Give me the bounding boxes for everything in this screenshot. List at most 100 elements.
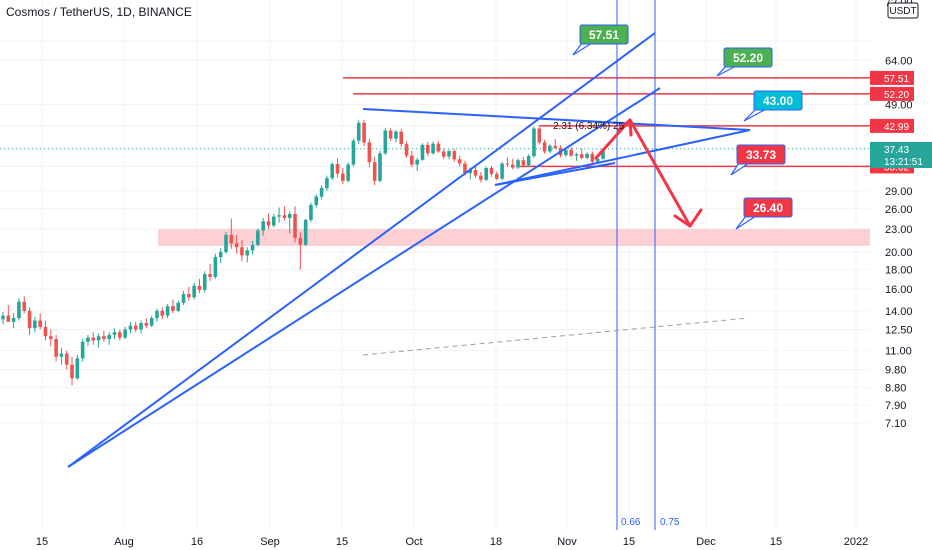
- candle-body: [6, 315, 11, 322]
- price-mark-label: 57.51: [884, 74, 909, 85]
- callout-label: 43.00: [763, 94, 793, 108]
- candle-body: [224, 234, 228, 253]
- candle-body: [256, 230, 260, 245]
- x-tick-label: 15: [36, 536, 48, 548]
- candle-body: [271, 216, 276, 226]
- candle-body: [441, 151, 446, 157]
- up-arrow-head: [617, 118, 633, 137]
- candle-body: [532, 128, 536, 157]
- candle-body: [595, 158, 600, 162]
- x-tick-label: Nov: [557, 536, 577, 548]
- candle-body: [479, 175, 483, 180]
- y-tick-label: 49.00: [885, 99, 913, 111]
- candle-body: [388, 130, 393, 139]
- x-tick-labels: 15 Aug 16 Sep 15 Oct 18 Nov 15 Dec 15 2022: [36, 536, 868, 548]
- candle-body: [229, 234, 234, 244]
- price-mark-label: 42.99: [884, 122, 909, 133]
- candle-body: [17, 301, 21, 319]
- candle-body: [452, 151, 457, 160]
- candle-body: [415, 159, 419, 165]
- candle-body: [330, 164, 335, 179]
- candle-body: [579, 154, 584, 158]
- callout-label: 57.51: [589, 28, 619, 42]
- candle-body: [197, 285, 202, 290]
- candle-body: [367, 142, 372, 163]
- candle-body: [495, 174, 499, 179]
- candle-body: [537, 128, 542, 143]
- candle-body: [548, 145, 552, 152]
- candle-body: [96, 336, 101, 341]
- candle-body: [261, 221, 265, 231]
- candle-body: [303, 219, 308, 245]
- x-tick-label: 16: [191, 536, 203, 548]
- candle-body: [298, 237, 303, 245]
- candle-body: [457, 159, 462, 164]
- candle-body: [266, 221, 271, 226]
- measure-label: 2.31 (6.34%) 25: [553, 121, 625, 132]
- candle-body: [510, 164, 515, 168]
- candle-body: [287, 213, 292, 218]
- trendlines: [67, 32, 751, 468]
- candle-body: [526, 156, 531, 166]
- price-mark-badge: [870, 118, 914, 133]
- price-mark-badge: [870, 70, 914, 85]
- candle-body: [420, 144, 425, 160]
- candle-body: [351, 140, 356, 165]
- candle-body: [473, 169, 478, 176]
- support-zone: [158, 229, 874, 246]
- candle-body: [107, 334, 111, 340]
- candle-body: [118, 332, 122, 338]
- callout-box: [579, 24, 629, 45]
- rising-channel-upper: [67, 32, 656, 468]
- y-tick-label: 29.00: [885, 186, 913, 198]
- x-tick-label: 15: [623, 536, 635, 548]
- candle-body: [22, 301, 27, 311]
- candles: [1, 119, 605, 386]
- candle-body: [489, 168, 494, 175]
- callout-label: 26.40: [753, 201, 783, 215]
- candle-body: [102, 336, 106, 340]
- callout-pointer: [735, 215, 759, 230]
- y-tick-label: 26.00: [885, 204, 913, 216]
- x-tick-label: Sep: [260, 536, 280, 548]
- currency-badge[interactable]: [887, 2, 919, 19]
- candle-body: [309, 205, 313, 220]
- candle-body: [399, 131, 404, 145]
- candle-body: [59, 353, 64, 357]
- y-tick-label: 8.80: [885, 382, 906, 394]
- candle-body: [171, 306, 175, 311]
- candle-body: [192, 285, 196, 298]
- y-tick-label: 7.10: [885, 418, 906, 430]
- x-tick-label: 18: [490, 536, 502, 548]
- y-tick-labels: 72.0064.0049.0029.0026.0023.0020.0018.00…: [885, 0, 913, 430]
- candle-body: [155, 310, 159, 319]
- candle-body: [86, 337, 90, 342]
- y-tick-label: 7.90: [885, 400, 906, 412]
- candle-body: [75, 358, 80, 379]
- callouts: 57.51 52.20 43.00 33.73 26.40: [572, 24, 803, 230]
- candle-body: [149, 318, 154, 326]
- candle-body: [431, 143, 435, 154]
- candle-body: [404, 144, 409, 156]
- candle-body: [43, 326, 48, 337]
- candle-body: [123, 329, 127, 338]
- candle-body: [463, 163, 467, 174]
- candle-body: [48, 336, 53, 340]
- fib-label-bg: [618, 516, 646, 528]
- candle-body: [484, 168, 488, 180]
- symbol-title[interactable]: Cosmos / TetherUS, 1D, BINANCE: [6, 5, 192, 19]
- callout-box: [743, 197, 793, 218]
- candle-body: [160, 310, 165, 316]
- candle-body: [139, 323, 143, 330]
- candle-body: [346, 164, 350, 181]
- candle-body: [590, 153, 595, 162]
- candle-body: [128, 325, 133, 330]
- y-tick-label: 12.50: [885, 325, 913, 337]
- candle-body: [468, 169, 473, 174]
- last-price-countdown: 13:21:51: [884, 157, 923, 168]
- candle-body: [569, 149, 573, 156]
- y-tick-label: 11.00: [885, 346, 912, 358]
- candle-body: [245, 250, 250, 256]
- candle-body: [208, 274, 212, 277]
- candle-body: [372, 162, 377, 181]
